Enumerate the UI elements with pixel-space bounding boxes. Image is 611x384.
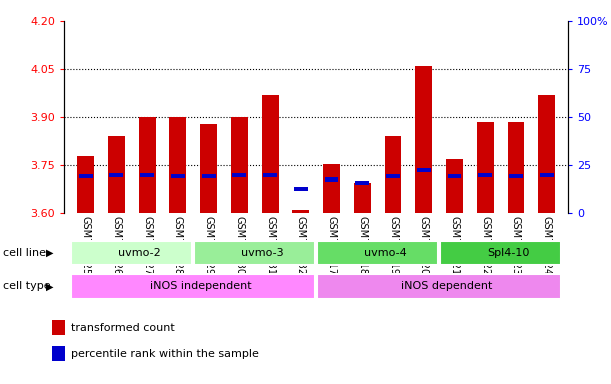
Text: iNOS independent: iNOS independent — [150, 281, 252, 291]
Text: uvmo-4: uvmo-4 — [364, 248, 407, 258]
Bar — [200, 124, 217, 213]
Bar — [448, 174, 461, 179]
Text: transformed count: transformed count — [71, 323, 175, 333]
Bar — [354, 183, 371, 213]
Bar — [108, 136, 125, 213]
Bar — [71, 241, 192, 265]
Bar — [71, 274, 315, 299]
Bar — [139, 117, 156, 213]
Bar — [169, 117, 186, 213]
Bar — [384, 136, 401, 213]
Bar — [324, 177, 338, 182]
Bar — [538, 95, 555, 213]
Text: ▶: ▶ — [46, 281, 53, 291]
Bar — [293, 210, 309, 213]
Bar — [109, 173, 123, 177]
Text: uvmo-3: uvmo-3 — [241, 248, 284, 258]
Bar — [446, 159, 463, 213]
Bar — [52, 320, 65, 335]
Bar — [415, 66, 432, 213]
Text: ▶: ▶ — [46, 248, 53, 258]
Bar — [294, 187, 308, 191]
Text: cell line: cell line — [3, 248, 46, 258]
Bar — [417, 168, 431, 172]
Bar — [317, 241, 438, 265]
Bar — [202, 174, 216, 179]
Text: Spl4-10: Spl4-10 — [487, 248, 530, 258]
Bar — [477, 122, 494, 213]
Bar — [231, 117, 248, 213]
Bar — [79, 174, 93, 179]
Bar — [194, 241, 315, 265]
Bar — [232, 173, 246, 177]
Text: percentile rank within the sample: percentile rank within the sample — [71, 349, 259, 359]
Text: iNOS dependent: iNOS dependent — [401, 281, 492, 291]
Bar — [317, 274, 561, 299]
Bar — [509, 174, 523, 179]
Bar — [323, 164, 340, 213]
Bar — [171, 174, 185, 179]
Bar — [262, 95, 279, 213]
Text: cell type: cell type — [3, 281, 51, 291]
Bar — [263, 173, 277, 177]
Bar — [356, 180, 369, 185]
Bar — [52, 346, 65, 361]
Bar — [478, 173, 492, 177]
Bar — [141, 173, 154, 177]
Text: uvmo-2: uvmo-2 — [118, 248, 161, 258]
Bar — [540, 173, 554, 177]
Bar — [77, 156, 94, 213]
Bar — [440, 241, 561, 265]
Bar — [386, 174, 400, 179]
Bar — [508, 122, 524, 213]
